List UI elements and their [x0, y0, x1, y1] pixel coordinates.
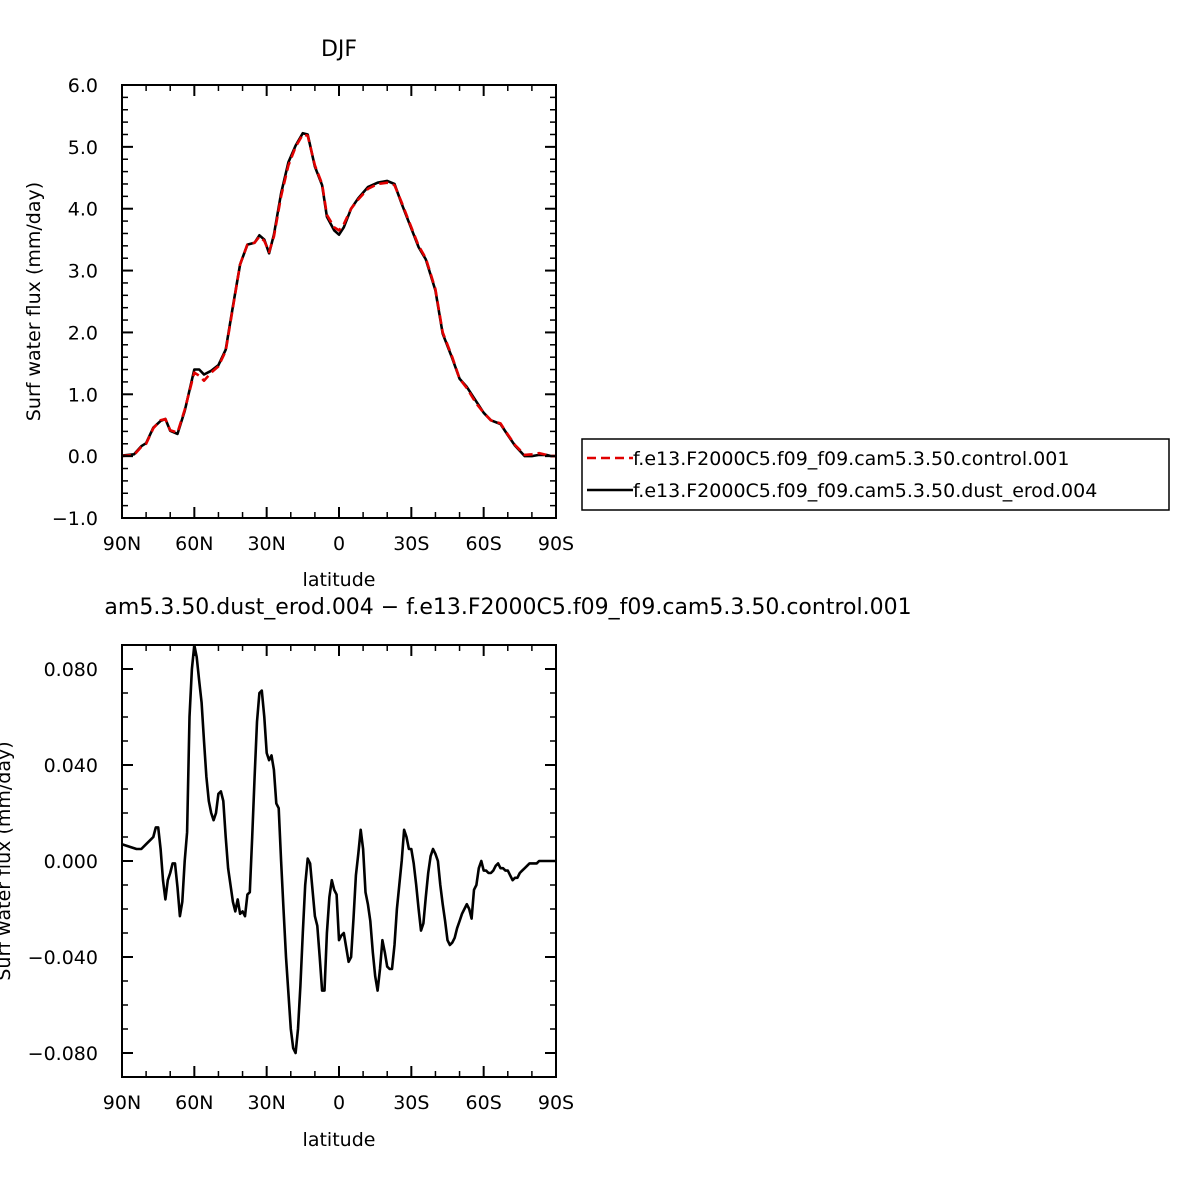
y-tick-label: 0.0	[68, 446, 98, 468]
x-axis-label: latitude	[303, 1129, 376, 1151]
y-tick-label: 0.080	[44, 659, 98, 681]
x-tick-label: 60N	[175, 1092, 213, 1114]
chart-top: DJF Surf water flux (mm/day) latitude 90…	[23, 37, 1170, 591]
x-tick-label: 60S	[466, 533, 502, 555]
x-tick-label: 90N	[103, 533, 141, 555]
y-tick-label: −0.080	[28, 1043, 98, 1065]
x-tick-label: 30N	[247, 1092, 285, 1114]
legend-label-control: f.e13.F2000C5.f09_f09.cam5.3.50.control.…	[633, 448, 1069, 470]
y-tick-label: 1.0	[68, 384, 98, 406]
legend-box	[581, 438, 1170, 511]
x-tick-label: 60S	[466, 1092, 502, 1114]
plot-frame	[121, 644, 557, 1078]
chart-title: DJF	[321, 37, 357, 62]
series-line-dust-erod	[122, 645, 556, 1055]
chart-title: am5.3.50.dust_erod.004 − f.e13.F2000C5.f…	[104, 595, 911, 620]
x-tick-label: 60N	[175, 533, 213, 555]
x-tick-label: 0	[333, 533, 345, 555]
y-axis-label: Surf water flux (mm/day)	[0, 741, 15, 980]
y-tick-label: 3.0	[68, 261, 98, 283]
series-group	[122, 645, 556, 1055]
y-tick-label: 0.040	[44, 755, 98, 777]
x-axis-label: latitude	[303, 569, 376, 591]
series-line-control	[122, 133, 556, 458]
x-tick-label: 90S	[538, 533, 574, 555]
x-tick-label: 90N	[103, 1092, 141, 1114]
y-tick-label: −1.0	[52, 508, 98, 530]
legend-label-dust-erod: f.e13.F2000C5.f09_f09.cam5.3.50.dust_ero…	[633, 480, 1097, 502]
x-tick-label: 30N	[247, 533, 285, 555]
y-tick-label: 5.0	[68, 137, 98, 159]
series-group	[122, 131, 556, 458]
y-tick-label: −0.040	[28, 947, 98, 969]
tick-group: 90N 60N 30N 0 30S 60S 90S −0.080 −0.040 0.000 0.04…	[28, 644, 574, 1114]
y-tick-label: 6.0	[68, 75, 98, 97]
legend: f.e13.F2000C5.f09_f09.cam5.3.50.control.…	[581, 438, 1170, 511]
plot-frame	[121, 84, 557, 519]
y-tick-label: 2.0	[68, 322, 98, 344]
y-tick-label: 0.000	[44, 851, 98, 873]
x-tick-label: 30S	[393, 533, 429, 555]
x-tick-label: 90S	[538, 1092, 574, 1114]
series-line-dust-erod	[122, 131, 556, 458]
tick-group: 90N 60N 30N 0 30S 60S 90S −1.0 0.0 1.0 2.0 3.0 4.0 5.…	[52, 75, 574, 555]
y-axis-label: Surf water flux (mm/day)	[23, 182, 45, 421]
chart-bottom: am5.3.50.dust_erod.004 − f.e13.F2000C5.f…	[0, 595, 912, 1151]
y-tick-label: 4.0	[68, 199, 98, 221]
x-tick-label: 30S	[393, 1092, 429, 1114]
x-tick-label: 0	[333, 1092, 345, 1114]
